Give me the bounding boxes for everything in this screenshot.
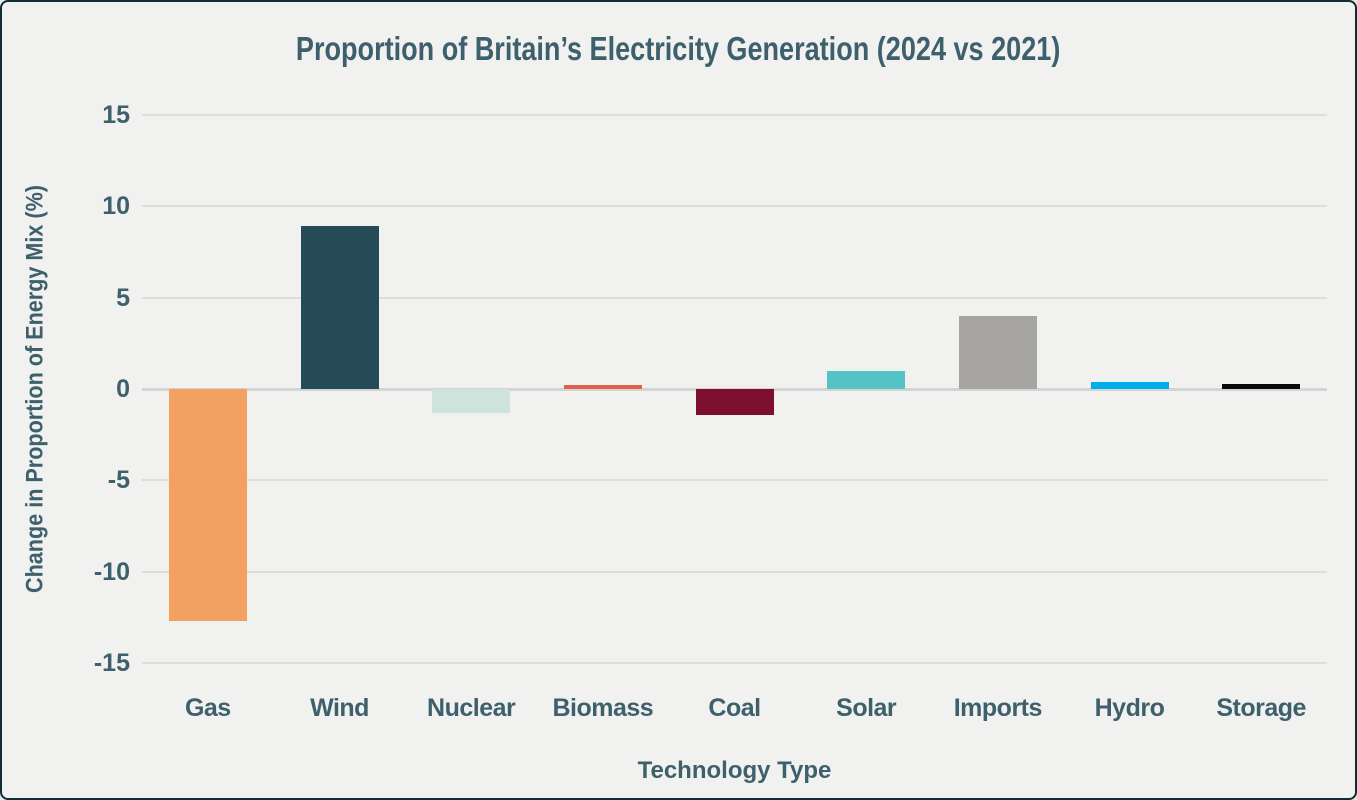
bar-nuclear xyxy=(432,389,511,413)
gridline-y-15 xyxy=(142,114,1327,116)
bar-storage xyxy=(1222,383,1301,389)
gridline-y--5 xyxy=(142,479,1327,482)
x-tick-label-solar: Solar xyxy=(836,694,897,722)
plot-area xyxy=(142,114,1327,664)
bar-coal xyxy=(695,389,774,415)
y-tick-label-15: 15 xyxy=(102,101,130,129)
gridline-y--15 xyxy=(142,662,1327,664)
chart-title-container: Proportion of Britain’s Electricity Gene… xyxy=(2,30,1355,68)
y-axis-label-container: Change in Proportion of Energy Mix (%) xyxy=(10,115,62,663)
y-tick-label-5: 5 xyxy=(116,283,130,312)
gridline-y--10 xyxy=(142,570,1327,573)
y-axis-label: Change in Proportion of Energy Mix (%) xyxy=(22,184,49,594)
bar-solar xyxy=(827,370,906,389)
x-tick-label-coal: Coal xyxy=(708,694,761,722)
bar-hydro xyxy=(1090,381,1169,389)
gridline-y-10 xyxy=(142,205,1327,208)
y-tick-label-0: 0 xyxy=(116,375,130,403)
x-tick-label-gas: Gas xyxy=(184,694,231,722)
x-tick-label-hydro: Hydro xyxy=(1094,694,1165,722)
y-tick-label--10: -10 xyxy=(93,557,130,586)
bar-gas xyxy=(168,389,247,621)
x-axis-label: Technology Type xyxy=(637,757,832,784)
x-tick-label-biomass: Biomass xyxy=(552,694,654,722)
bar-wind xyxy=(300,226,379,389)
gridline-y-5 xyxy=(142,296,1327,299)
bar-biomass xyxy=(563,385,642,389)
bar-imports xyxy=(958,315,1037,389)
y-tick-label-10: 10 xyxy=(102,192,130,221)
x-tick-label-imports: Imports xyxy=(953,694,1043,722)
chart-title: Proportion of Britain’s Electricity Gene… xyxy=(296,30,1061,67)
x-tick-label-storage: Storage xyxy=(1216,694,1306,722)
y-tick-label--15: -15 xyxy=(93,649,130,677)
y-tick-label--5: -5 xyxy=(107,466,130,495)
x-tick-label-wind: Wind xyxy=(310,694,369,722)
x-tick-label-nuclear: Nuclear xyxy=(427,694,516,722)
